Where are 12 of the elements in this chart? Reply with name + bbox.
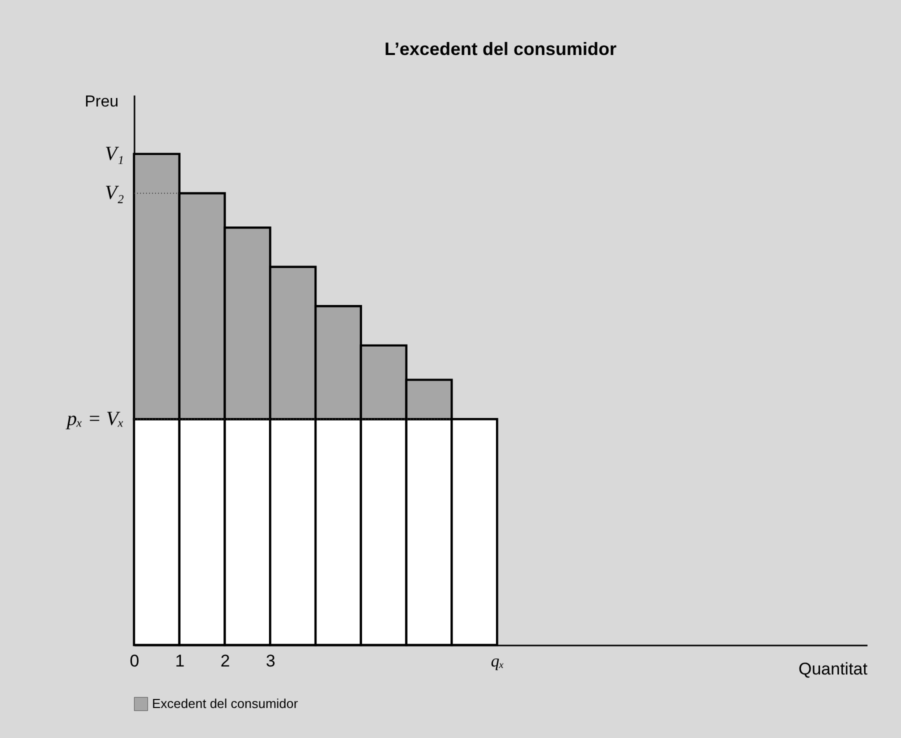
x-tick-label: 2 [220, 652, 230, 670]
ref-line-label: V₂ [104, 182, 124, 204]
x-tick-label: 1 [175, 652, 185, 670]
annotation: V₁ [104, 142, 124, 165]
x-tick-label: 3 [266, 652, 276, 670]
ref-line-label: pₓ = Vₓ [64, 408, 124, 430]
x-axis-title: Quantitat [798, 660, 868, 678]
x-tick-label: qₓ [490, 652, 504, 670]
legend-label: Excedent del consumidor [152, 696, 299, 711]
x-tick-label: 0 [130, 652, 140, 670]
y-axis-title: Preu [84, 94, 118, 110]
chart-title: L’excedent del consumidor [384, 39, 617, 59]
